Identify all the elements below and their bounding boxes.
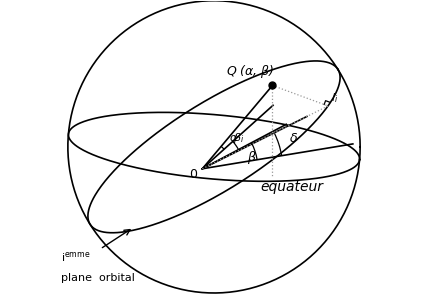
- Text: $\delta$: $\delta$: [288, 132, 298, 145]
- Text: equateur: equateur: [261, 180, 324, 194]
- Text: $\beta_i$: $\beta_i$: [233, 131, 244, 145]
- Text: $\alpha$: $\alpha$: [229, 133, 238, 144]
- Text: plane  orbital: plane orbital: [60, 273, 134, 283]
- Text: Q ($\alpha$, $\beta$): Q ($\alpha$, $\beta$): [226, 63, 274, 80]
- Text: $\beta$: $\beta$: [247, 149, 256, 166]
- Text: 0: 0: [189, 168, 197, 181]
- Text: i$^{\mathsf{emme}}$: i$^{\mathsf{emme}}$: [60, 250, 90, 264]
- Text: $l_i$: $l_i$: [331, 92, 338, 105]
